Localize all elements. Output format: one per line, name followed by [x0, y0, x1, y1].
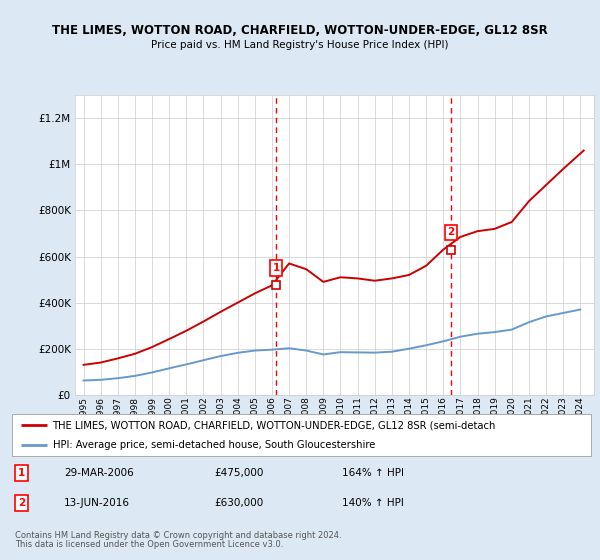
- Text: 2: 2: [18, 498, 25, 507]
- Text: 164% ↑ HPI: 164% ↑ HPI: [342, 468, 404, 478]
- Text: Contains HM Land Registry data © Crown copyright and database right 2024.: Contains HM Land Registry data © Crown c…: [15, 531, 341, 540]
- Text: 140% ↑ HPI: 140% ↑ HPI: [342, 498, 404, 507]
- Text: £475,000: £475,000: [215, 468, 264, 478]
- Text: £630,000: £630,000: [215, 498, 264, 507]
- Text: 29-MAR-2006: 29-MAR-2006: [64, 468, 134, 478]
- Text: 1: 1: [18, 468, 25, 478]
- Text: 1: 1: [272, 263, 280, 273]
- Text: This data is licensed under the Open Government Licence v3.0.: This data is licensed under the Open Gov…: [15, 540, 283, 549]
- Text: Price paid vs. HM Land Registry's House Price Index (HPI): Price paid vs. HM Land Registry's House …: [151, 40, 449, 50]
- Text: THE LIMES, WOTTON ROAD, CHARFIELD, WOTTON-UNDER-EDGE, GL12 8SR: THE LIMES, WOTTON ROAD, CHARFIELD, WOTTO…: [52, 24, 548, 38]
- Text: THE LIMES, WOTTON ROAD, CHARFIELD, WOTTON-UNDER-EDGE, GL12 8SR (semi-detach: THE LIMES, WOTTON ROAD, CHARFIELD, WOTTO…: [53, 421, 496, 430]
- Text: HPI: Average price, semi-detached house, South Gloucestershire: HPI: Average price, semi-detached house,…: [53, 441, 375, 450]
- Text: 13-JUN-2016: 13-JUN-2016: [64, 498, 130, 507]
- Text: 2: 2: [448, 227, 455, 237]
